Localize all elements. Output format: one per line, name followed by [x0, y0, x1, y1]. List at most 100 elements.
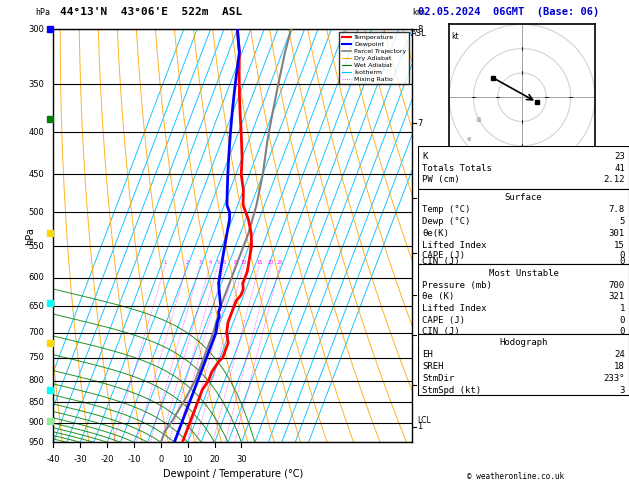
Text: 321: 321 — [609, 293, 625, 301]
Text: 700: 700 — [29, 329, 45, 337]
Text: 750: 750 — [29, 353, 45, 362]
Text: hPa: hPa — [35, 8, 50, 17]
Text: Dewpoint / Temperature (°C): Dewpoint / Temperature (°C) — [163, 469, 303, 479]
Text: 30: 30 — [236, 455, 247, 464]
Text: 2: 2 — [418, 381, 423, 390]
Text: 5: 5 — [418, 248, 423, 258]
Text: StmSpd (kt): StmSpd (kt) — [423, 386, 482, 395]
Text: StmDir: StmDir — [423, 374, 455, 383]
Text: 8: 8 — [233, 260, 237, 265]
Text: 350: 350 — [29, 80, 45, 89]
Text: Totals Totals: Totals Totals — [423, 163, 493, 173]
Text: 10: 10 — [240, 260, 247, 265]
Text: 6: 6 — [223, 260, 226, 265]
Text: $\circledcirc$: $\circledcirc$ — [475, 115, 482, 123]
Text: © weatheronline.co.uk: © weatheronline.co.uk — [467, 472, 564, 481]
Text: CAPE (J): CAPE (J) — [423, 316, 465, 325]
Text: 0: 0 — [620, 251, 625, 260]
Text: 41: 41 — [614, 163, 625, 173]
FancyBboxPatch shape — [418, 189, 629, 264]
Text: CAPE (J): CAPE (J) — [423, 251, 465, 260]
Text: 18: 18 — [614, 362, 625, 371]
Text: 0: 0 — [620, 257, 625, 266]
Text: 3: 3 — [620, 386, 625, 395]
Text: 20: 20 — [209, 455, 220, 464]
FancyBboxPatch shape — [418, 264, 629, 334]
Text: 5: 5 — [620, 217, 625, 226]
Text: EH: EH — [423, 350, 433, 359]
Text: $\circledcirc$: $\circledcirc$ — [465, 135, 472, 143]
Text: 10: 10 — [182, 455, 193, 464]
Text: LCL: LCL — [418, 417, 431, 425]
Text: CIN (J): CIN (J) — [423, 328, 460, 336]
Text: 500: 500 — [29, 208, 45, 217]
Text: 6: 6 — [418, 193, 423, 202]
Text: -10: -10 — [127, 455, 141, 464]
Text: ASL: ASL — [411, 29, 427, 38]
Text: Temp (°C): Temp (°C) — [423, 205, 471, 214]
Text: 4: 4 — [433, 291, 438, 299]
Legend: Temperature, Dewpoint, Parcel Trajectory, Dry Adiabat, Wet Adiabat, Isotherm, Mi: Temperature, Dewpoint, Parcel Trajectory… — [339, 32, 409, 84]
Text: 800: 800 — [29, 376, 45, 385]
Text: 25: 25 — [277, 260, 283, 265]
Text: 7.8: 7.8 — [609, 205, 625, 214]
Text: Surface: Surface — [505, 193, 542, 202]
Text: Most Unstable: Most Unstable — [489, 269, 559, 278]
Text: 3: 3 — [418, 331, 423, 340]
Text: -40: -40 — [47, 455, 60, 464]
Text: hPa: hPa — [25, 227, 35, 244]
Text: 02.05.2024  06GMT  (Base: 06): 02.05.2024 06GMT (Base: 06) — [418, 7, 599, 17]
Text: 44°13'N  43°06'E  522m  ASL: 44°13'N 43°06'E 522m ASL — [60, 7, 242, 17]
Text: 3: 3 — [199, 260, 202, 265]
FancyBboxPatch shape — [418, 146, 629, 189]
Text: 550: 550 — [29, 242, 45, 251]
Text: 0: 0 — [620, 316, 625, 325]
Text: 6: 6 — [433, 193, 438, 202]
Text: 24: 24 — [614, 350, 625, 359]
Text: 0: 0 — [159, 455, 164, 464]
Text: θe(K): θe(K) — [423, 229, 449, 238]
Text: 7: 7 — [418, 119, 423, 128]
Text: 233°: 233° — [603, 374, 625, 383]
Text: 400: 400 — [29, 128, 45, 137]
Text: 0: 0 — [620, 328, 625, 336]
Text: Lifted Index: Lifted Index — [423, 241, 487, 250]
Text: 23: 23 — [614, 152, 625, 161]
Text: 300: 300 — [29, 25, 45, 34]
Text: 1: 1 — [418, 422, 423, 432]
Text: CIN (J): CIN (J) — [423, 257, 460, 266]
Text: 2: 2 — [433, 381, 438, 390]
Text: 2: 2 — [186, 260, 189, 265]
Text: Dewp (°C): Dewp (°C) — [423, 217, 471, 226]
Text: 5: 5 — [433, 248, 438, 258]
Text: 8: 8 — [418, 25, 423, 34]
Text: 4: 4 — [418, 291, 423, 299]
Text: Pressure (mb): Pressure (mb) — [423, 280, 493, 290]
Text: θe (K): θe (K) — [423, 293, 455, 301]
Text: SREH: SREH — [423, 362, 444, 371]
Text: PW (cm): PW (cm) — [423, 175, 460, 184]
Text: 1: 1 — [164, 260, 167, 265]
Text: 950: 950 — [29, 438, 45, 447]
Text: -20: -20 — [101, 455, 114, 464]
Text: 900: 900 — [29, 418, 45, 427]
Text: 600: 600 — [29, 273, 45, 282]
Text: 850: 850 — [29, 398, 45, 407]
Text: 20: 20 — [268, 260, 274, 265]
Text: -30: -30 — [74, 455, 87, 464]
Text: 450: 450 — [29, 170, 45, 179]
Text: 15: 15 — [256, 260, 262, 265]
Text: 650: 650 — [29, 302, 45, 311]
Text: K: K — [423, 152, 428, 161]
Text: 2.12: 2.12 — [603, 175, 625, 184]
Text: Lifted Index: Lifted Index — [423, 304, 487, 313]
Text: 700: 700 — [609, 280, 625, 290]
Text: Hodograph: Hodograph — [499, 338, 548, 347]
Text: km: km — [413, 8, 426, 17]
Text: 5: 5 — [216, 260, 220, 265]
FancyBboxPatch shape — [418, 334, 629, 395]
Text: kt: kt — [452, 32, 459, 41]
Text: 4: 4 — [209, 260, 212, 265]
Text: Mixing Ratio (g/kg): Mixing Ratio (g/kg) — [440, 199, 448, 272]
Text: 1: 1 — [620, 304, 625, 313]
